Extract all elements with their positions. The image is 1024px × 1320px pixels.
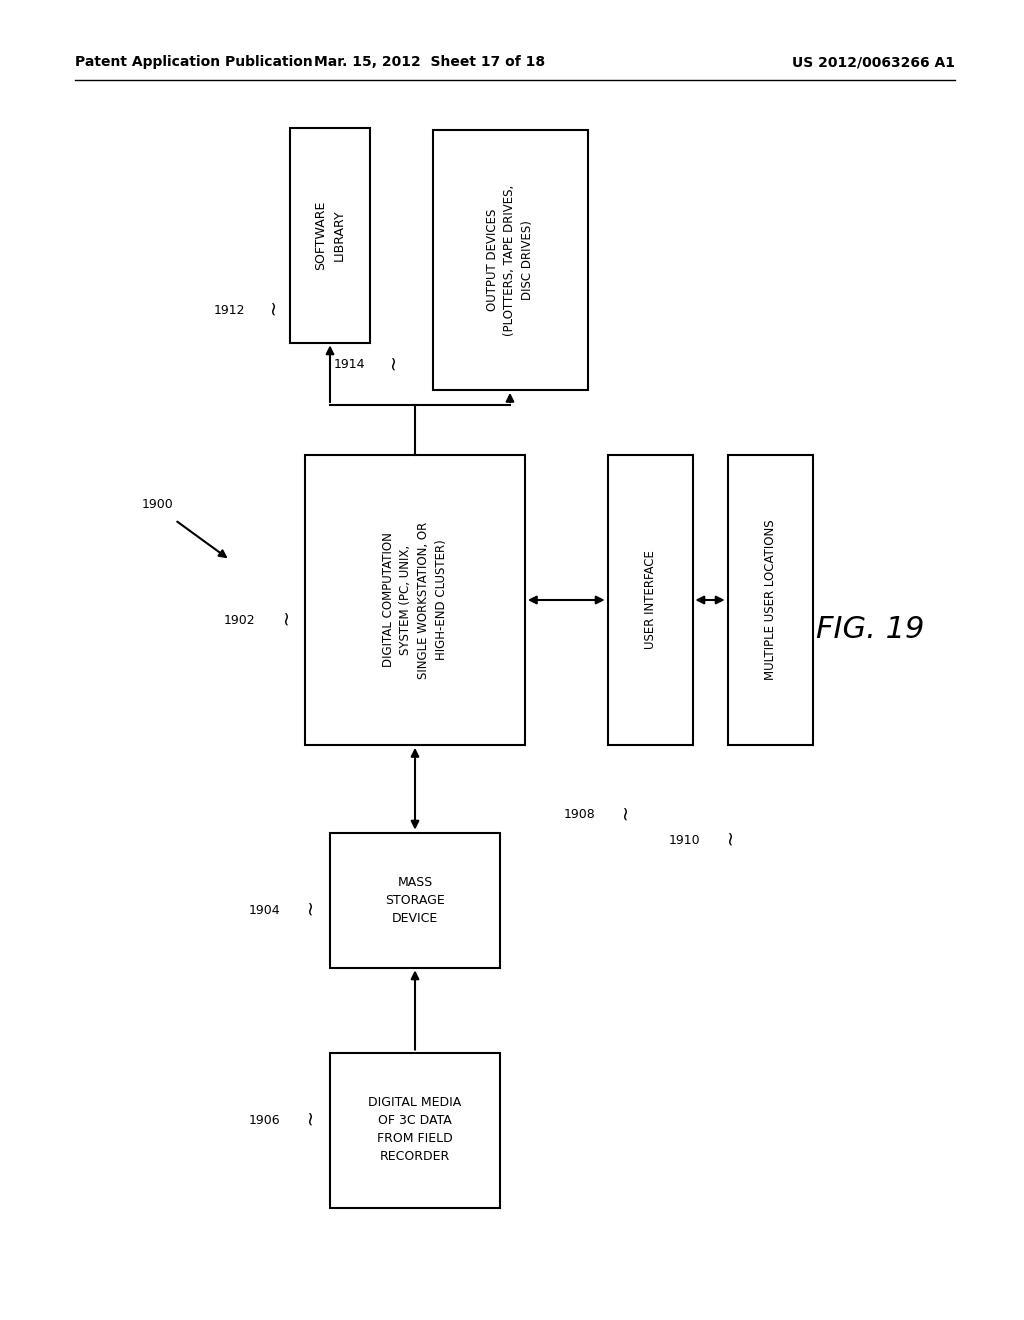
Text: 1912: 1912 [213, 304, 245, 317]
Text: 1904: 1904 [249, 903, 280, 916]
Text: FIG. 19: FIG. 19 [816, 615, 925, 644]
Text: ~: ~ [260, 302, 280, 318]
Text: DIGITAL COMPUTATION
SYSTEM (PC, UNIX,
SINGLE WORKSTATION, OR
HIGH-END CLUSTER): DIGITAL COMPUTATION SYSTEM (PC, UNIX, SI… [382, 521, 449, 678]
Bar [290, 128, 370, 342]
Text: 1906: 1906 [249, 1114, 280, 1126]
Bar [305, 455, 525, 744]
Text: USER INTERFACE: USER INTERFACE [643, 550, 656, 649]
Text: ~: ~ [612, 807, 632, 824]
Bar [330, 833, 500, 968]
Text: Mar. 15, 2012  Sheet 17 of 18: Mar. 15, 2012 Sheet 17 of 18 [314, 55, 546, 69]
Text: 1910: 1910 [669, 833, 700, 846]
Text: 1900: 1900 [142, 499, 174, 511]
Text: ~: ~ [298, 1111, 316, 1129]
Bar [607, 455, 692, 744]
Text: Patent Application Publication: Patent Application Publication [75, 55, 312, 69]
Text: SOFTWARE
LIBRARY: SOFTWARE LIBRARY [314, 201, 345, 269]
Text: MASS
STORAGE
DEVICE: MASS STORAGE DEVICE [385, 875, 444, 924]
Text: DIGITAL MEDIA
OF 3C DATA
FROM FIELD
RECORDER: DIGITAL MEDIA OF 3C DATA FROM FIELD RECO… [369, 1097, 462, 1163]
Text: 1902: 1902 [223, 614, 255, 627]
Text: ~: ~ [381, 356, 399, 374]
Text: US 2012/0063266 A1: US 2012/0063266 A1 [792, 55, 955, 69]
Text: ~: ~ [298, 902, 316, 919]
Text: OUTPUT DEVICES
(PLOTTERS, TAPE DRIVES,
DISC DRIVES): OUTPUT DEVICES (PLOTTERS, TAPE DRIVES, D… [485, 185, 535, 335]
Text: ~: ~ [718, 832, 736, 849]
Bar [432, 129, 588, 389]
Text: 1914: 1914 [334, 359, 365, 371]
Bar [330, 1052, 500, 1208]
Text: MULTIPLE USER LOCATIONS: MULTIPLE USER LOCATIONS [764, 520, 776, 680]
Bar [727, 455, 812, 744]
Text: ~: ~ [273, 611, 293, 628]
Text: 1908: 1908 [563, 808, 595, 821]
